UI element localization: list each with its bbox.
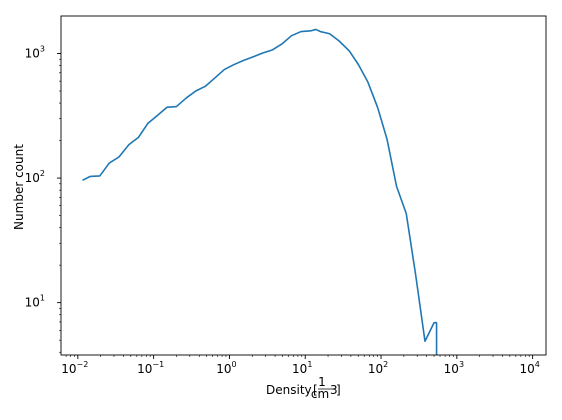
x-tick-label: 102 bbox=[368, 360, 388, 376]
x-axis-unit-denominator: cm bbox=[311, 387, 329, 401]
x-axis-label-bracket-close: ] bbox=[336, 383, 341, 397]
y-axis-label: Number count bbox=[12, 144, 26, 230]
x-tick-label: 101 bbox=[292, 360, 312, 376]
x-tick-label: 100 bbox=[216, 360, 236, 376]
x-axis-unit-numerator: 1 bbox=[318, 375, 326, 389]
x-axis-unit-denominator-exponent: 3 bbox=[330, 383, 338, 397]
plot-frame bbox=[60, 15, 547, 356]
x-tick-label: 104 bbox=[519, 360, 539, 376]
x-tick-label: 10−1 bbox=[137, 360, 164, 376]
y-tick-label: 102 bbox=[25, 169, 45, 185]
y-tick-label: 101 bbox=[25, 294, 45, 310]
y-tick-label: 103 bbox=[25, 45, 45, 61]
x-axis-label-text: Density bbox=[266, 383, 312, 397]
series-line-0 bbox=[82, 28, 438, 355]
x-tick-label: 10−2 bbox=[61, 360, 88, 376]
x-axis-label: Density [ 1 cm 3 ] bbox=[266, 375, 341, 401]
x-axis-label-bracket-open: [ bbox=[313, 383, 318, 397]
x-tick-label: 103 bbox=[444, 360, 464, 376]
